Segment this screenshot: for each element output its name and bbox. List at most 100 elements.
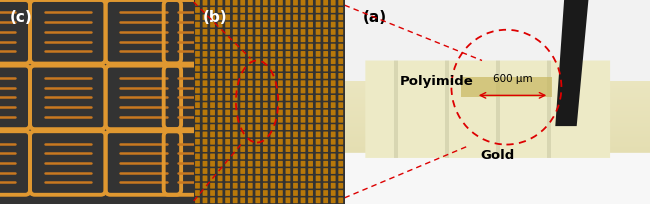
FancyBboxPatch shape <box>203 95 207 101</box>
FancyBboxPatch shape <box>300 15 306 21</box>
FancyBboxPatch shape <box>210 81 215 87</box>
FancyBboxPatch shape <box>218 1 222 7</box>
FancyBboxPatch shape <box>255 110 260 116</box>
FancyBboxPatch shape <box>285 168 291 174</box>
FancyBboxPatch shape <box>293 81 298 87</box>
FancyBboxPatch shape <box>263 1 268 7</box>
FancyBboxPatch shape <box>270 139 276 145</box>
FancyBboxPatch shape <box>225 197 230 203</box>
FancyBboxPatch shape <box>218 161 222 167</box>
FancyBboxPatch shape <box>233 117 238 123</box>
FancyBboxPatch shape <box>248 197 253 203</box>
FancyBboxPatch shape <box>300 139 306 145</box>
FancyBboxPatch shape <box>293 197 298 203</box>
FancyBboxPatch shape <box>225 44 230 50</box>
FancyBboxPatch shape <box>233 74 238 79</box>
FancyBboxPatch shape <box>248 161 253 167</box>
FancyBboxPatch shape <box>338 154 343 160</box>
FancyBboxPatch shape <box>285 146 291 152</box>
FancyBboxPatch shape <box>210 168 215 174</box>
FancyBboxPatch shape <box>248 59 253 65</box>
FancyBboxPatch shape <box>293 88 298 94</box>
FancyBboxPatch shape <box>308 88 313 94</box>
FancyBboxPatch shape <box>255 30 260 36</box>
FancyBboxPatch shape <box>300 197 306 203</box>
FancyBboxPatch shape <box>195 66 200 72</box>
FancyBboxPatch shape <box>331 15 335 21</box>
FancyBboxPatch shape <box>248 81 253 87</box>
FancyBboxPatch shape <box>270 176 276 181</box>
FancyBboxPatch shape <box>285 1 291 7</box>
FancyBboxPatch shape <box>240 88 245 94</box>
FancyBboxPatch shape <box>300 103 306 109</box>
FancyBboxPatch shape <box>308 95 313 101</box>
FancyBboxPatch shape <box>270 197 276 203</box>
FancyBboxPatch shape <box>255 139 260 145</box>
FancyBboxPatch shape <box>263 132 268 138</box>
FancyBboxPatch shape <box>331 154 335 160</box>
FancyBboxPatch shape <box>331 139 335 145</box>
FancyBboxPatch shape <box>323 15 328 21</box>
FancyBboxPatch shape <box>278 95 283 101</box>
FancyBboxPatch shape <box>323 44 328 50</box>
FancyBboxPatch shape <box>338 59 343 65</box>
FancyBboxPatch shape <box>323 132 328 138</box>
FancyBboxPatch shape <box>240 161 245 167</box>
FancyBboxPatch shape <box>263 190 268 196</box>
FancyBboxPatch shape <box>255 190 260 196</box>
FancyBboxPatch shape <box>278 8 283 14</box>
FancyBboxPatch shape <box>331 176 335 181</box>
FancyBboxPatch shape <box>263 154 268 160</box>
FancyBboxPatch shape <box>233 197 238 203</box>
FancyBboxPatch shape <box>240 110 245 116</box>
FancyBboxPatch shape <box>263 183 268 189</box>
Text: (c): (c) <box>10 10 32 25</box>
FancyBboxPatch shape <box>270 23 276 28</box>
FancyBboxPatch shape <box>240 103 245 109</box>
FancyBboxPatch shape <box>338 30 343 36</box>
FancyBboxPatch shape <box>308 30 313 36</box>
FancyBboxPatch shape <box>278 1 283 7</box>
FancyBboxPatch shape <box>203 44 207 50</box>
FancyBboxPatch shape <box>248 168 253 174</box>
FancyBboxPatch shape <box>240 168 245 174</box>
FancyBboxPatch shape <box>270 8 276 14</box>
FancyBboxPatch shape <box>308 15 313 21</box>
FancyBboxPatch shape <box>225 15 230 21</box>
FancyBboxPatch shape <box>308 161 313 167</box>
FancyBboxPatch shape <box>300 132 306 138</box>
FancyBboxPatch shape <box>293 1 298 7</box>
FancyBboxPatch shape <box>331 1 335 7</box>
FancyBboxPatch shape <box>203 81 207 87</box>
FancyBboxPatch shape <box>323 190 328 196</box>
FancyBboxPatch shape <box>203 176 207 181</box>
FancyBboxPatch shape <box>263 59 268 65</box>
FancyBboxPatch shape <box>233 66 238 72</box>
FancyBboxPatch shape <box>331 59 335 65</box>
FancyBboxPatch shape <box>248 30 253 36</box>
FancyBboxPatch shape <box>278 88 283 94</box>
FancyBboxPatch shape <box>300 183 306 189</box>
Text: 600 μm: 600 μm <box>493 74 532 84</box>
FancyBboxPatch shape <box>300 176 306 181</box>
FancyBboxPatch shape <box>233 8 238 14</box>
FancyBboxPatch shape <box>293 66 298 72</box>
FancyBboxPatch shape <box>195 37 200 43</box>
FancyBboxPatch shape <box>218 125 222 130</box>
FancyBboxPatch shape <box>270 161 276 167</box>
FancyBboxPatch shape <box>248 110 253 116</box>
FancyBboxPatch shape <box>263 103 268 109</box>
FancyBboxPatch shape <box>316 30 320 36</box>
FancyBboxPatch shape <box>255 52 260 58</box>
FancyBboxPatch shape <box>233 95 238 101</box>
FancyBboxPatch shape <box>233 168 238 174</box>
FancyBboxPatch shape <box>338 44 343 50</box>
FancyBboxPatch shape <box>210 74 215 79</box>
FancyBboxPatch shape <box>248 117 253 123</box>
FancyBboxPatch shape <box>218 176 222 181</box>
FancyBboxPatch shape <box>225 183 230 189</box>
FancyBboxPatch shape <box>255 176 260 181</box>
FancyBboxPatch shape <box>331 30 335 36</box>
FancyBboxPatch shape <box>316 125 320 130</box>
FancyBboxPatch shape <box>195 30 200 36</box>
